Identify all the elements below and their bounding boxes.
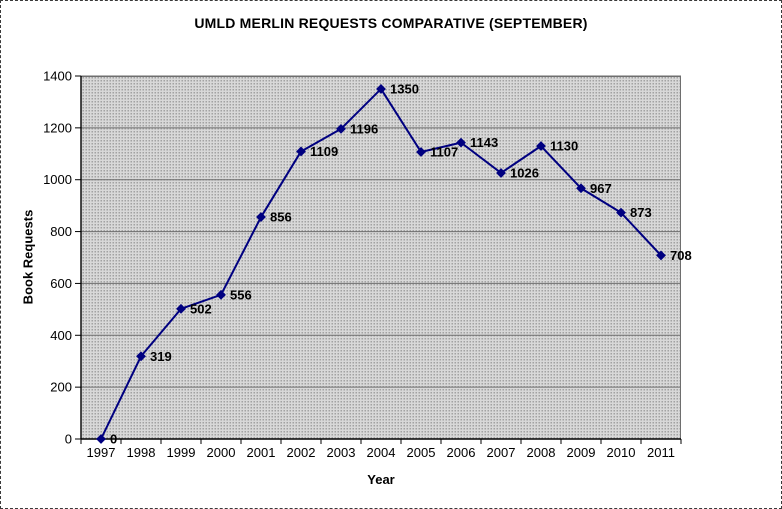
- data-point-label: 556: [230, 287, 252, 302]
- y-tick-label: 200: [50, 380, 72, 395]
- data-point-label: 708: [670, 248, 692, 263]
- data-point-marker: [176, 303, 186, 314]
- y-tick-label: 0: [65, 432, 72, 447]
- data-point-label: 967: [590, 181, 612, 196]
- data-point-marker: [296, 146, 306, 157]
- data-point-marker: [376, 84, 386, 94]
- x-tick-label: 1998: [127, 445, 156, 460]
- x-tick-label: 2004: [367, 445, 396, 460]
- y-tick-label: 1000: [43, 172, 72, 187]
- x-tick-label: 2007: [487, 445, 516, 460]
- data-point-label: 319: [150, 349, 172, 364]
- x-tick-label: 1999: [167, 445, 196, 460]
- x-tick-label: 2010: [607, 445, 636, 460]
- x-tick-label: 2008: [527, 445, 556, 460]
- data-point-label: 873: [630, 205, 652, 220]
- data-point-label: 856: [270, 210, 292, 225]
- y-axis-title: Book Requests: [20, 209, 36, 305]
- data-point-marker: [416, 147, 426, 157]
- y-tick-label: 1200: [43, 120, 72, 135]
- data-point-marker: [216, 289, 226, 300]
- x-tick-label: 2006: [447, 445, 476, 460]
- chart-title: UMLD MERLIN REQUESTS COMPARATIVE (SEPTEM…: [194, 15, 588, 31]
- y-tick-label: 1400: [43, 69, 72, 84]
- x-tick-label: 2009: [567, 445, 596, 460]
- plot-area: [81, 76, 681, 439]
- data-point-marker: [576, 183, 586, 194]
- data-point-label: 1026: [510, 165, 539, 180]
- y-tick-label: 600: [50, 276, 72, 291]
- data-point-marker: [336, 123, 346, 134]
- x-tick-label: 1997: [87, 445, 116, 460]
- data-point-marker: [656, 250, 666, 261]
- data-point-marker: [616, 207, 626, 218]
- data-point-marker: [496, 168, 506, 178]
- data-point-marker: [456, 137, 466, 148]
- y-tick-label: 400: [50, 328, 72, 343]
- data-point-label: 1107: [430, 144, 458, 159]
- data-point-marker: [256, 212, 266, 222]
- data-point-label: 1130: [550, 139, 578, 154]
- x-tick-label: 2000: [207, 445, 236, 460]
- data-point-label: 502: [190, 301, 212, 316]
- y-tick-label: 800: [50, 224, 72, 239]
- data-point-marker: [536, 141, 546, 151]
- data-point-marker: [96, 434, 106, 444]
- x-tick-label: 2011: [647, 445, 675, 460]
- data-point-label: 0: [110, 432, 117, 447]
- x-tick-label: 2003: [327, 445, 356, 460]
- x-axis-title: Year: [367, 472, 395, 487]
- x-tick-label: 2005: [407, 445, 436, 460]
- data-point-label: 1109: [310, 144, 338, 159]
- data-point-label: 1143: [470, 135, 498, 150]
- data-point-label: 1196: [350, 121, 378, 136]
- data-point-marker: [136, 351, 146, 362]
- x-tick-label: 2001: [247, 445, 276, 460]
- x-tick-label: 2002: [287, 445, 316, 460]
- data-point-label: 1350: [390, 81, 419, 96]
